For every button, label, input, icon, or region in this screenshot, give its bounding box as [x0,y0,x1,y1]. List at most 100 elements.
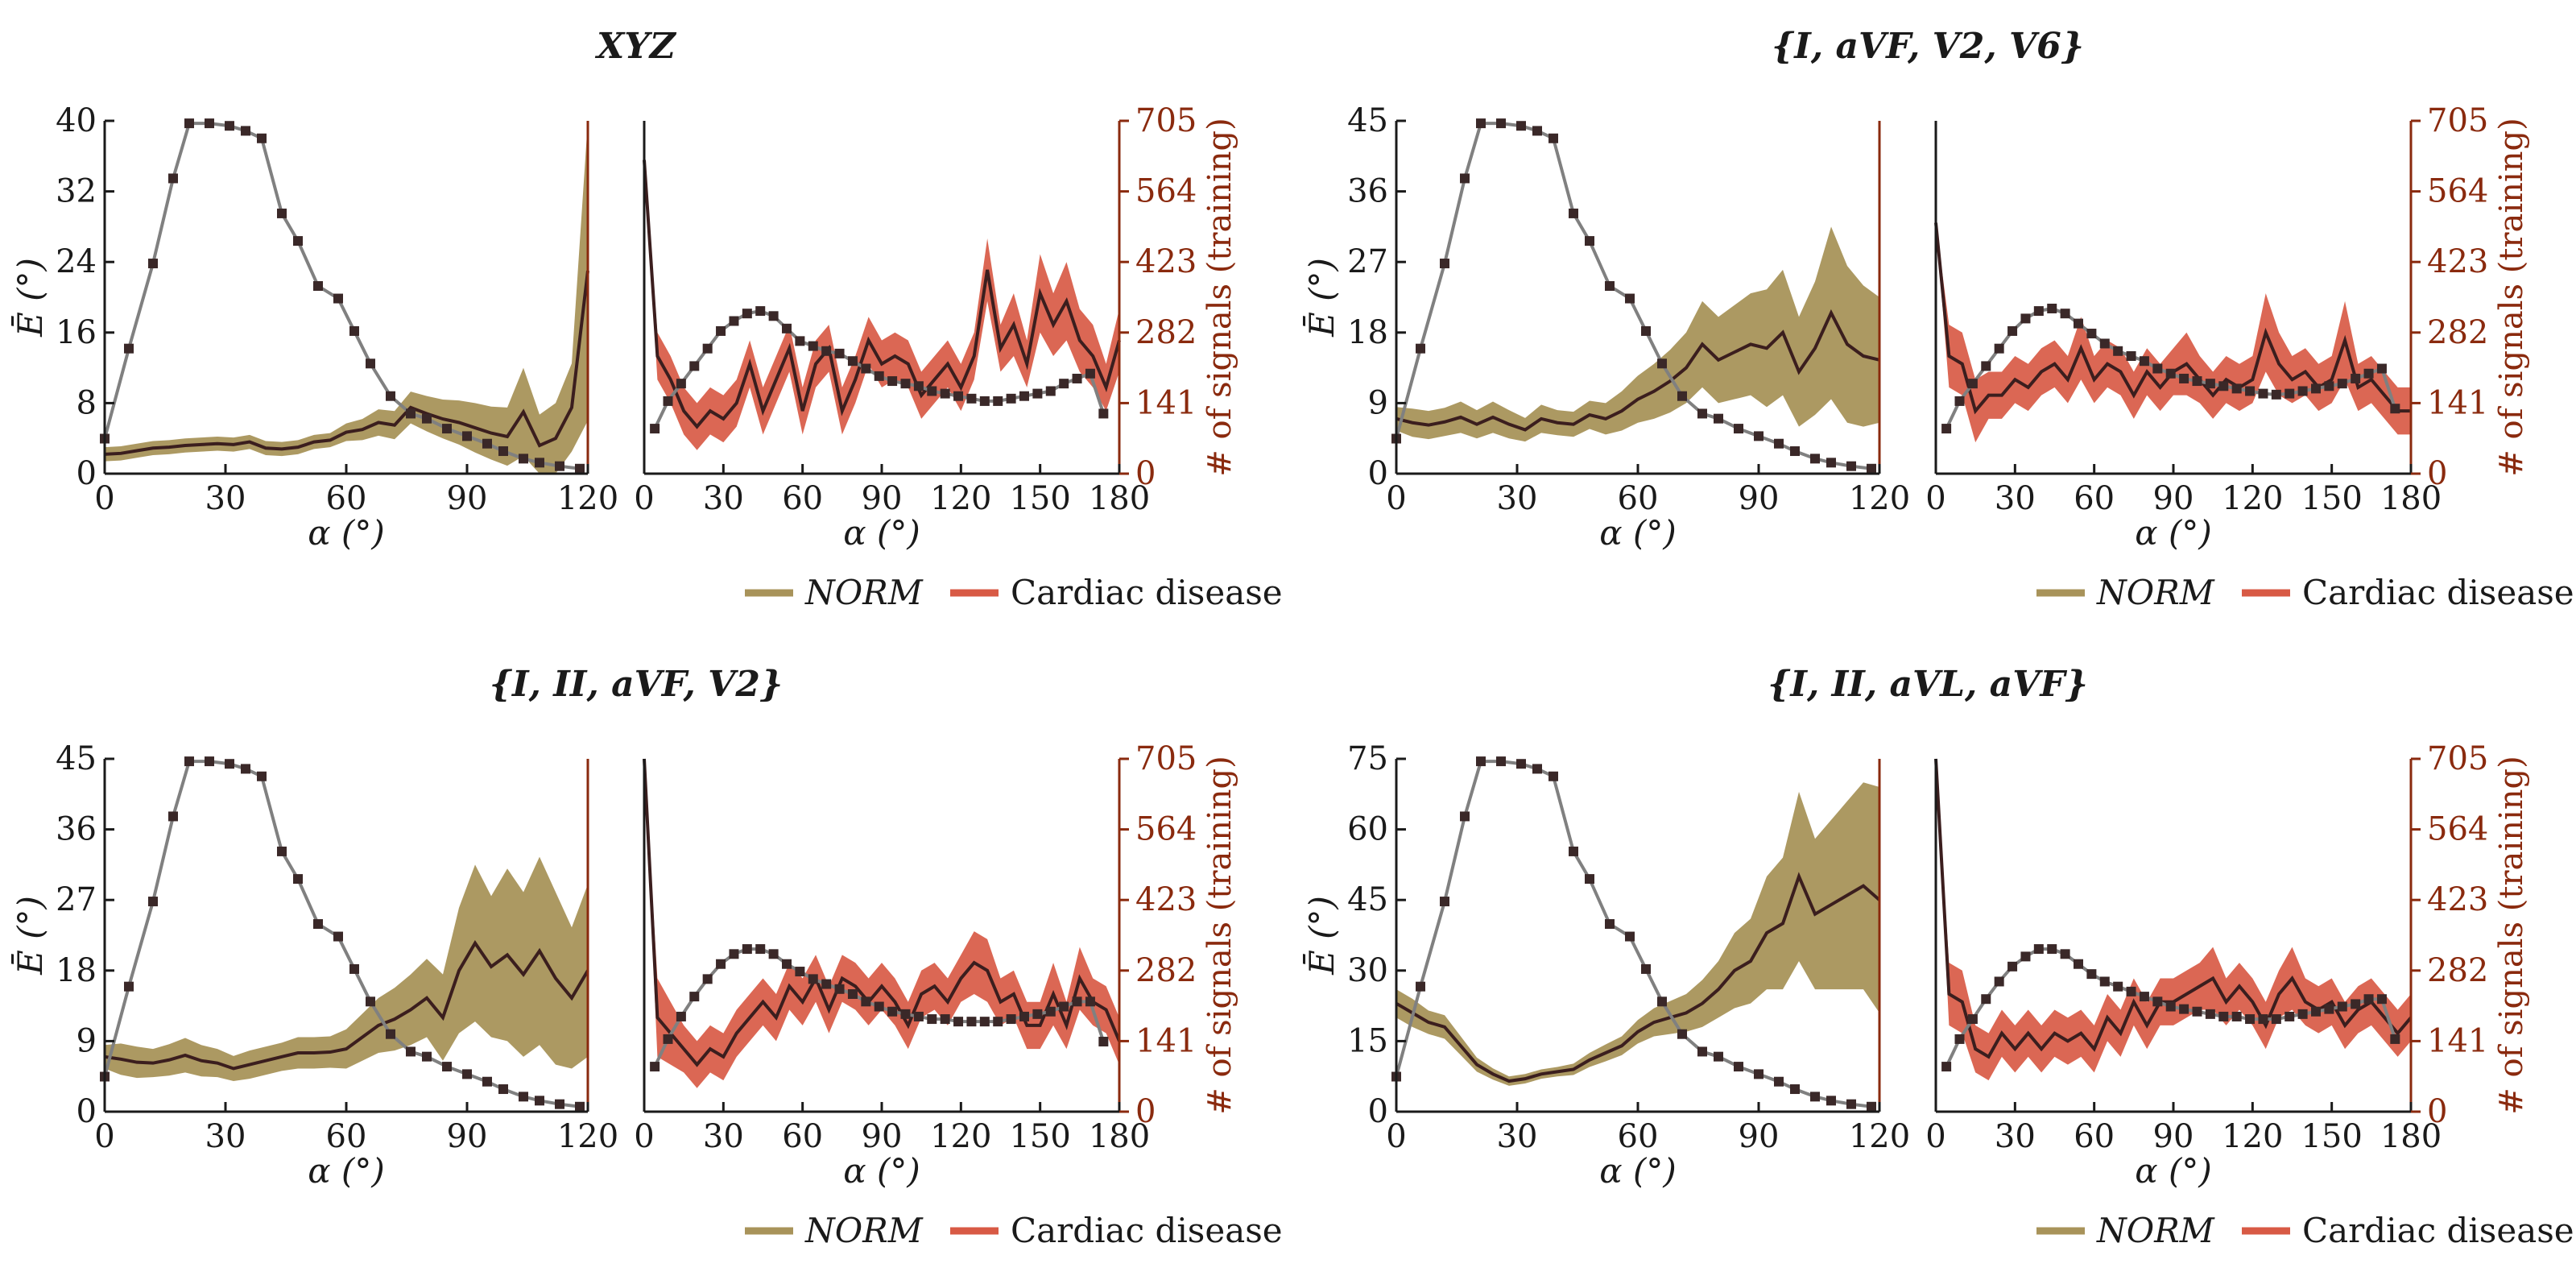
cardiac-count-marker-0-5 [716,325,726,336]
norm-ytick-label-3-5: 75 [1347,740,1388,777]
cardiac-count-marker-3-10 [2074,959,2083,969]
norm-count-marker-2-9 [277,846,287,856]
cardiac-count-marker-2-33 [1085,996,1095,1007]
norm-count-marker-2-20 [482,1076,492,1087]
cardiac-count-marker-3-14 [2126,986,2136,996]
cardiac-count-marker-2-17 [874,1001,884,1012]
cardiac-ylabel-1: # of signals (training) [2493,118,2530,476]
cardiac-count-marker-0-8 [755,306,766,317]
cardiac-xtick-label-2-2: 60 [782,1118,823,1155]
norm-ytick-label-0-1: 8 [76,384,97,421]
cardiac-count-marker-0-4 [702,343,713,354]
cardiac-count-marker-3-29 [2324,1004,2334,1014]
norm-count-marker-2-5 [205,756,214,767]
cardiac-count-marker-3-27 [2297,1009,2308,1019]
norm-count-marker-0-8 [257,133,267,143]
norm-count-marker-1-25 [1867,463,1876,474]
norm-count-marker-0-19 [462,431,472,441]
norm-ytick-label-2-0: 0 [76,1093,97,1130]
cardiac-count-marker-1-22 [2231,383,2242,394]
cardiac-count-marker-3-31 [2351,999,2361,1009]
cardiac-count-marker-3-3 [1981,994,1991,1005]
norm-xtick-label-2-1: 30 [205,1118,246,1155]
cardiac-count-marker-3-30 [2337,1001,2347,1012]
norm-count-marker-2-15 [386,1029,395,1039]
cardiac-ytick-label-1-4: 564 [2427,173,2488,210]
cardiac-count-marker-2-8 [755,944,766,955]
norm-count-marker-1-21 [1790,446,1800,457]
norm-ytick-label-3-1: 15 [1347,1022,1388,1059]
norm-count-marker-3-17 [1714,1051,1723,1062]
cardiac-count-marker-0-27 [1006,393,1016,404]
cardiac-count-marker-3-19 [2192,1006,2202,1017]
cardiac-count-marker-1-28 [2311,383,2321,394]
cardiac-count-marker-0-12 [808,341,818,351]
norm-xlabel-0: α (°) [308,513,384,553]
cardiac-count-marker-1-26 [2284,388,2295,399]
norm-count-marker-3-24 [1846,1099,1856,1109]
cardiac-ytick-label-0-2: 282 [1135,314,1197,351]
cardiac-count-marker-0-11 [795,336,805,346]
norm-ytick-label-0-2: 16 [56,314,97,351]
cardiac-count-marker-0-34 [1098,408,1109,419]
cardiac-count-marker-0-30 [1045,386,1056,396]
cardiac-count-marker-1-16 [2152,363,2163,374]
norm-xtick-label-3-0: 0 [1386,1118,1406,1155]
cardiac-count-marker-1-21 [2218,381,2229,392]
norm-xtick-label-0-4: 120 [557,480,618,517]
cardiac-xtick-label-0-3: 90 [862,480,903,517]
cardiac-count-marker-0-14 [834,348,845,358]
norm-count-marker-3-6 [1516,759,1526,769]
legend-cardiac-label-0: Cardiac disease [1011,573,1283,612]
cardiac-count-marker-1-30 [2337,379,2347,389]
norm-count-marker-1-16 [1697,408,1707,419]
cardiac-count-marker-2-14 [834,984,845,994]
norm-ytick-label-1-4: 36 [1347,173,1388,210]
norm-count-marker-2-7 [241,764,250,774]
norm-count-marker-1-1 [1416,343,1425,354]
norm-ytick-label-0-4: 32 [56,173,97,210]
norm-count-marker-1-3 [1460,173,1470,184]
norm-xtick-label-0-0: 0 [94,480,114,517]
cardiac-count-marker-2-11 [795,967,805,977]
cardiac-count-marker-2-13 [821,979,832,989]
norm-count-marker-0-20 [482,438,492,449]
norm-count-marker-2-23 [535,1096,544,1106]
norm-count-marker-0-1 [124,343,134,354]
cardiac-ytick-label-3-4: 564 [2427,811,2488,848]
norm-ytick-label-1-1: 9 [1368,384,1388,421]
norm-ytick-label-2-4: 36 [56,811,97,848]
cardiac-count-marker-2-7 [742,944,752,955]
norm-xtick-label-0-2: 60 [326,480,367,517]
norm-xtick-label-3-3: 90 [1739,1118,1780,1155]
cardiac-count-marker-0-29 [1032,388,1043,399]
cardiac-count-marker-0-31 [1059,379,1069,389]
cardiac-ylabel-0: # of signals (training) [1201,118,1238,476]
cardiac-count-marker-1-13 [2113,346,2123,356]
norm-count-marker-3-3 [1460,811,1470,822]
cardiac-count-marker-0-9 [768,311,779,321]
norm-count-marker-0-17 [422,413,432,424]
legend-norm-label-0: NORM [804,573,924,612]
norm-count-marker-0-3 [168,173,178,184]
norm-count-marker-1-14 [1657,358,1667,369]
cardiac-count-marker-0-2 [676,379,686,389]
norm-count-marker-3-12 [1625,931,1635,942]
norm-count-marker-2-12 [333,931,343,942]
norm-count-marker-1-6 [1516,121,1526,131]
chart-group-3: {I, II, aVL, aVF} 0 30 60 90 120 0 15 30 45 60 75 α … [1302,664,2574,1250]
norm-xtick-label-2-3: 90 [447,1118,488,1155]
norm-count-marker-2-19 [462,1069,472,1079]
cardiac-count-marker-3-8 [2047,944,2057,955]
cardiac-ytick-label-3-3: 423 [2427,881,2488,918]
cardiac-count-marker-2-21 [927,1014,937,1025]
norm-ytick-label-1-2: 18 [1347,314,1388,351]
norm-mean-line-0 [104,270,589,456]
cardiac-ytick-label-3-0: 0 [2427,1093,2447,1130]
cardiac-count-marker-2-28 [1019,1011,1029,1021]
cardiac-count-marker-3-12 [2099,976,2110,987]
cardiac-xtick-label-3-1: 30 [1995,1118,2036,1155]
norm-count-marker-1-7 [1532,126,1542,136]
cardiac-band-3 [1936,759,2411,1081]
norm-count-marker-3-9 [1569,846,1578,856]
